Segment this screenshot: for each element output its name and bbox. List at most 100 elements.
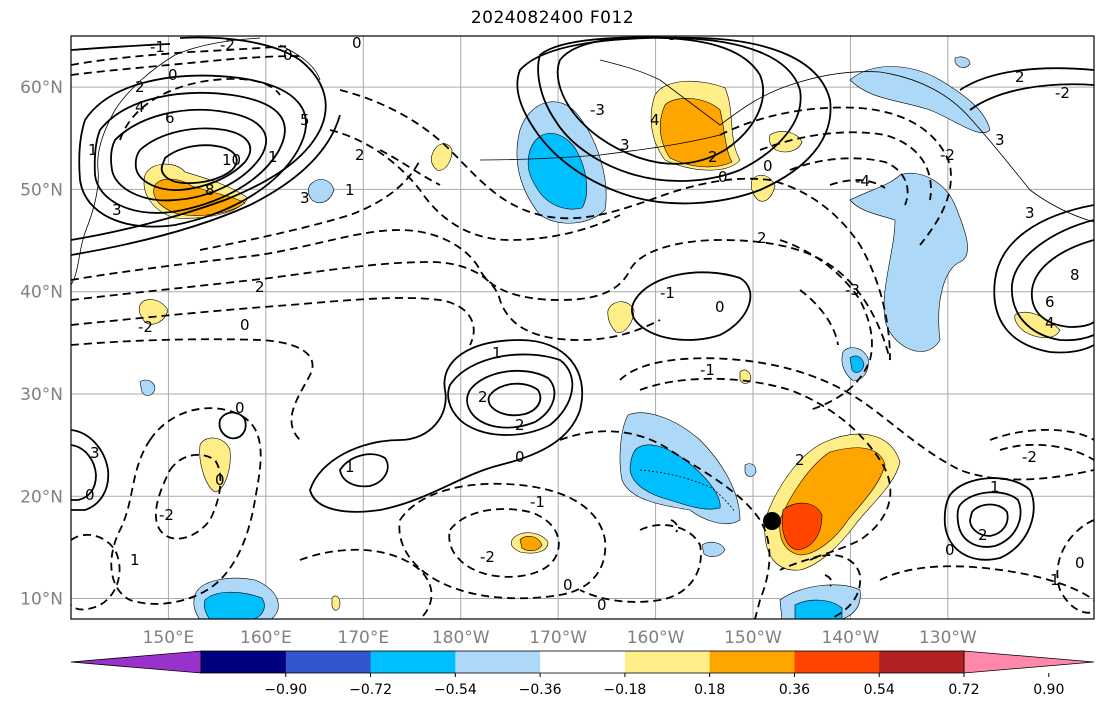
svg-text:0: 0 [85, 486, 95, 504]
longitude-label: 130°W [919, 628, 977, 648]
svg-text:2: 2 [978, 526, 988, 544]
svg-text:-2: -2 [138, 318, 153, 336]
svg-text:-2: -2 [1055, 84, 1070, 102]
svg-text:0: 0 [215, 471, 225, 489]
svg-text:2: 2 [708, 148, 718, 166]
svg-text:2: 2 [515, 416, 525, 434]
svg-text:0: 0 [563, 576, 573, 594]
svg-text:-4: -4 [855, 172, 870, 190]
colorbar-tick-labels: −0.90 −0.72 −0.54 −0.36 −0.18 0.18 0.36 0.54 0.7… [264, 673, 1064, 698]
colorbar-extend-high [963, 650, 1095, 674]
svg-text:2: 2 [355, 146, 365, 164]
latitude-labels: 10°N 20°N 30°N 40°N 50°N 60°N [20, 78, 63, 609]
svg-text:-2: -2 [220, 36, 235, 54]
colorbar-tick-label: 0.18 [694, 682, 725, 698]
svg-text:1: 1 [345, 181, 355, 199]
longitude-label: 160°W [627, 628, 685, 648]
svg-text:-3: -3 [845, 281, 860, 299]
latitude-label: 60°N [20, 78, 63, 98]
longitude-label: 170°W [529, 628, 587, 648]
svg-text:-1: -1 [660, 284, 675, 302]
svg-text:2: 2 [478, 388, 488, 406]
negative-contours [71, 45, 1094, 619]
colorbar-tick-label: 0.72 [948, 682, 979, 698]
colorbar-segment [370, 651, 456, 673]
colorbar-frame [200, 650, 965, 674]
map-frame [70, 35, 1095, 620]
svg-text:2: 2 [757, 229, 767, 247]
colorbar-tick-label: −0.90 [264, 682, 307, 698]
svg-text:0: 0 [763, 157, 773, 175]
contour-labels: -1 -2 -1 0 0 0 2 4 6 10 8 3 1 5 1 3 2 2 … [85, 20, 1085, 614]
longitude-label: 160°E [240, 628, 292, 648]
svg-text:-1: -1 [150, 38, 165, 56]
svg-text:0: 0 [515, 448, 525, 466]
colorbar-tick-label: −0.54 [434, 682, 477, 698]
svg-text:3: 3 [112, 201, 122, 219]
colorbar [70, 650, 1095, 674]
svg-text:2: 2 [255, 278, 265, 296]
svg-text:3: 3 [668, 26, 678, 44]
svg-text:3: 3 [300, 189, 310, 207]
svg-text:1: 1 [88, 141, 98, 159]
longitude-label: 170°E [337, 628, 389, 648]
colorbar-segment [201, 651, 287, 673]
svg-text:1: 1 [990, 478, 1000, 496]
svg-text:0: 0 [168, 66, 178, 84]
svg-text:1: 1 [268, 148, 278, 166]
svg-text:2: 2 [795, 451, 805, 469]
svg-text:8: 8 [1070, 266, 1080, 284]
colorbar-segment [540, 651, 626, 673]
colorbar-segment [624, 651, 711, 673]
svg-text:3: 3 [1025, 204, 1035, 222]
positive-contours [71, 36, 1094, 561]
svg-text:0: 0 [715, 298, 725, 316]
svg-text:0: 0 [283, 46, 293, 64]
map-plot-area: -1 -2 -1 0 0 0 2 4 6 10 8 3 1 5 1 3 2 2 … [71, 20, 1094, 619]
longitude-label: 150°E [143, 628, 195, 648]
svg-text:3: 3 [995, 131, 1005, 149]
colorbar-tick-label: 0.36 [779, 682, 810, 698]
colorbar-segment [285, 651, 372, 673]
longitude-labels: 150°E 160°E 170°E 180°W 170°W 160°W 150°W 140°W… [143, 628, 977, 648]
svg-text:6: 6 [1045, 293, 1055, 311]
colorbar-tick-label: 0.90 [1033, 682, 1064, 698]
longitude-label: 180°W [432, 628, 490, 648]
svg-text:-1: -1 [244, 20, 259, 38]
colorbar-segment [879, 651, 965, 673]
svg-text:3: 3 [90, 444, 100, 462]
svg-text:3: 3 [620, 136, 630, 154]
svg-text:1: 1 [345, 458, 355, 476]
svg-text:-2: -2 [480, 548, 495, 566]
longitude-label: 140°W [822, 628, 880, 648]
svg-text:8: 8 [205, 181, 215, 199]
colorbar-extend-low [70, 650, 202, 674]
svg-text:0: 0 [235, 399, 245, 417]
svg-text:0: 0 [1075, 554, 1085, 572]
storm-position-marker [763, 512, 781, 530]
svg-text:-1: -1 [700, 361, 715, 379]
colorbar-tick-label: −0.18 [603, 682, 646, 698]
colorbar-segment [455, 651, 541, 673]
svg-text:-2: -2 [940, 146, 955, 164]
latitude-label: 10°N [20, 590, 63, 610]
svg-text:-2: -2 [1022, 448, 1037, 466]
svg-text:2: 2 [1015, 68, 1025, 86]
svg-text:-2: -2 [159, 506, 174, 524]
svg-text:-3: -3 [590, 101, 605, 119]
latitude-label: 30°N [20, 385, 63, 405]
colorbar-segment [794, 651, 880, 673]
longitude-label: 150°W [724, 628, 782, 648]
svg-text:2: 2 [135, 78, 145, 96]
latitude-label: 50°N [20, 180, 63, 200]
svg-text:0: 0 [352, 34, 362, 52]
svg-text:4: 4 [135, 98, 145, 116]
svg-text:4: 4 [650, 111, 660, 129]
svg-text:-1: -1 [530, 493, 545, 511]
colorbar-tick-label: −0.36 [519, 682, 562, 698]
map-title: 2024082400 F012 [470, 8, 635, 28]
colorbar-segment [709, 651, 795, 673]
colorbar-tick-label: −0.72 [349, 682, 392, 698]
svg-text:5: 5 [300, 111, 310, 129]
